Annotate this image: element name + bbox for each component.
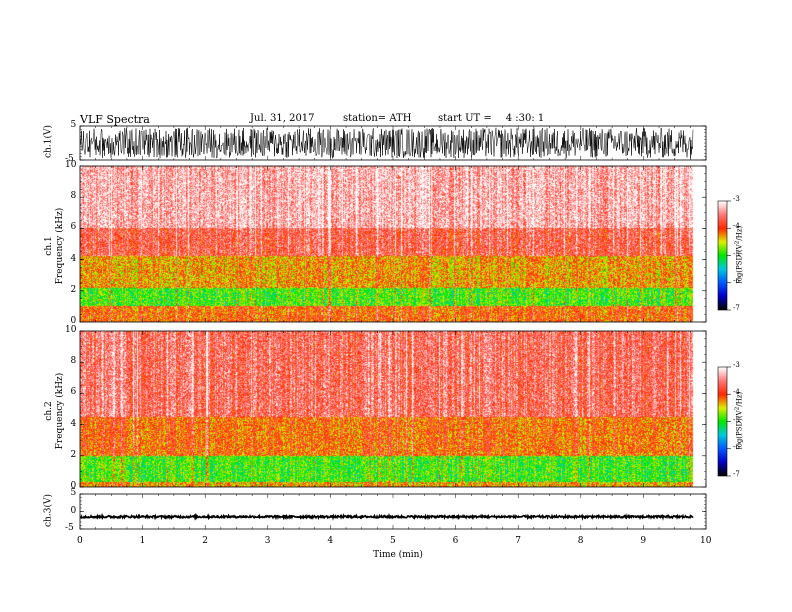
x-tick-label: 2	[202, 536, 208, 546]
ch1-spectrogram-y-tick-label: 0	[70, 316, 77, 326]
ch1-colorbar-tick-label: -3	[733, 195, 740, 203]
ch2-colorbar-tick-label: -3	[733, 361, 740, 369]
x-tick-label: 6	[452, 536, 459, 546]
ch2-colorbar-tick-label: -4	[733, 388, 740, 397]
ch3-waveform-y-tick-label: 0	[70, 505, 77, 516]
ch1-colorbar	[718, 201, 727, 310]
x-tick-label: 8	[577, 536, 584, 546]
ch2-spectrogram-y-tick-label: 2	[70, 449, 77, 460]
ch3-waveform-trace	[80, 512, 694, 521]
ch1-waveform-trace	[80, 127, 694, 159]
ch3-waveform-frame	[79, 493, 707, 530]
x-tick-label: 0	[77, 536, 83, 546]
ch1-spectrogram-y-tick-label: 4	[70, 253, 77, 264]
ch1-spectrogram-y-tick-label: 6	[70, 222, 77, 233]
x-tick-label: 4	[327, 536, 334, 546]
ch2-spectrogram-y-tick-label: 8	[70, 356, 77, 367]
ch1-spectrogram-y-tick-label: 8	[70, 191, 77, 202]
ch1-channel-label: ch.1	[44, 236, 54, 256]
ch2-colorbar-tick-label: -5	[733, 415, 740, 424]
ch1-waveform-y-tick-label: -5	[65, 154, 74, 164]
ch2-channel-label: ch.2	[44, 401, 54, 421]
ch2-spectrogram	[80, 331, 694, 487]
ch1-waveform-ylabel: ch.1(V)	[43, 125, 54, 158]
x-axis-label: Time (min)	[373, 550, 423, 560]
ch2-colorbar	[718, 367, 727, 476]
ch1-colorbar-tick-label: -7	[733, 304, 740, 312]
ch2-spectrogram-y-tick-label: 6	[70, 387, 77, 398]
ch2-spectrogram-y-tick-label: 4	[70, 418, 77, 429]
ch2-colorbar-tick-label: -7	[733, 470, 740, 478]
ch1-colorbar-frame	[717, 200, 728, 311]
header-date: Jul. 31, 2017	[250, 113, 315, 124]
ch1-waveform-y-tick-label: 5	[70, 120, 77, 130]
x-tick-label: 7	[515, 536, 521, 546]
ch1-spectrogram-frame	[79, 165, 707, 323]
ch3-waveform-y-tick-label: 5	[70, 488, 77, 498]
ch1-spectrogram	[80, 166, 694, 322]
header-title: VLF Spectra	[80, 113, 150, 126]
ch2-spectrogram-frame	[79, 330, 707, 488]
ch2-colorbar-tick-label: -6	[733, 442, 740, 451]
start-value: 4 :30: 1	[505, 113, 545, 124]
ch1-spectrogram-ylabel: ch.1 Frequency (kHz)	[44, 196, 66, 296]
ch2-spectrogram-ylabel: ch.2 Frequency (kHz)	[44, 361, 66, 461]
x-tick-label: 3	[264, 536, 271, 546]
ch1-frequency-label: Frequency (kHz)	[55, 207, 65, 285]
start-label: start UT =	[438, 113, 492, 124]
ch1-spectrogram-y-tick-label: 2	[70, 284, 77, 295]
ch2-spectrogram-y-tick-label: 10	[65, 325, 77, 335]
ch1-spectrogram-y-tick-label: 10	[65, 160, 77, 170]
ch3-waveform-y-tick-label: -5	[65, 523, 74, 533]
ch2-colorbar-frame	[717, 366, 728, 477]
x-tick-label: 1	[139, 536, 146, 546]
ch2-frequency-label: Frequency (kHz)	[55, 372, 65, 450]
x-tick-label: 10	[700, 536, 712, 546]
header-station: station= ATH	[343, 113, 412, 124]
ch2-spectrogram-y-tick-label: 0	[70, 481, 77, 491]
ch3-waveform-ylabel: ch.3(V)	[43, 494, 54, 527]
header-start-time: start UT = 4 :30: 1	[438, 113, 544, 124]
ch1-colorbar-tick-label: -4	[733, 222, 740, 231]
x-tick-label: 9	[640, 536, 647, 546]
ch1-colorbar-tick-label: -6	[733, 276, 740, 285]
x-tick-label: 5	[390, 536, 396, 546]
ch1-colorbar-tick-label: -5	[733, 249, 740, 258]
